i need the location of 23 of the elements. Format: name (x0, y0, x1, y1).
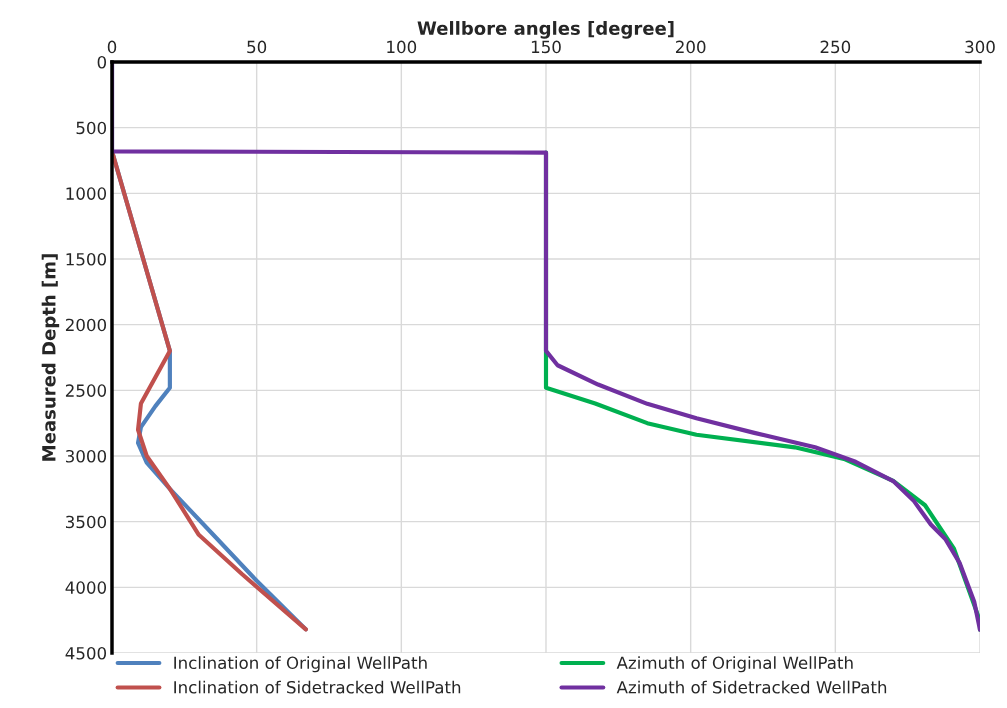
x-axis-title: Wellbore angles [degree] (417, 21, 674, 39)
y-tick-label: 3000 (65, 449, 107, 463)
legend-label: Inclination of Original WellPath (174, 656, 427, 673)
x-tick-label: 150 (531, 40, 561, 54)
y-tick-label: 4500 (65, 646, 107, 660)
y-tick-label: 2000 (65, 318, 107, 332)
legend-label: Azimuth of Original WellPath (616, 656, 853, 673)
x-tick-label: 100 (387, 40, 417, 54)
legend-label: Azimuth of Sidetracked WellPath (616, 680, 887, 694)
y-tick-label: 2500 (65, 384, 107, 397)
y-tick-label: 0 (97, 55, 107, 69)
x-tick-label: 300 (965, 40, 995, 54)
x-tick-label: 200 (675, 40, 706, 54)
legend-label: Inclination of Sidetracked WellPath (174, 680, 461, 694)
y-tick-label: 1000 (66, 187, 107, 200)
y-tick-label: 1500 (66, 252, 107, 266)
y-tick-label: 4000 (65, 581, 107, 594)
y-axis-title: Measured Depth [m] (41, 254, 60, 461)
x-tick-label: 0 (107, 40, 117, 54)
y-tick-label: 3500 (65, 515, 107, 529)
x-tick-label: 250 (820, 40, 851, 54)
y-tick-label: 500 (76, 121, 107, 135)
x-tick-label: 50 (247, 40, 267, 54)
